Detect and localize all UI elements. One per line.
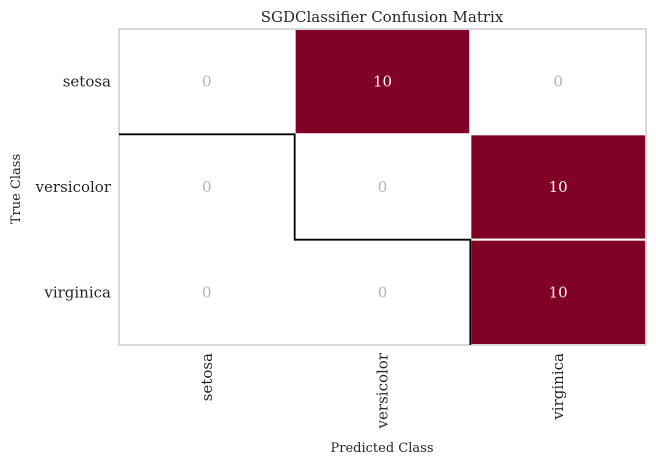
- matrix-cell: [469, 133, 648, 241]
- cell-value-label: 0: [553, 73, 563, 91]
- x-axis-label: Predicted Class: [331, 441, 434, 456]
- x-tick-label: versicolor: [374, 352, 392, 429]
- cell-value-label: 0: [202, 283, 212, 301]
- y-axis-label: True Class: [9, 154, 24, 224]
- cell-value-label: 0: [378, 283, 388, 301]
- matrix-cell: [293, 238, 472, 347]
- cell-value-label: 0: [202, 73, 212, 91]
- cell-value-label: 0: [378, 178, 388, 196]
- matrix-cell: [118, 133, 296, 241]
- diagonal-border: [119, 133, 472, 345]
- matrix-cell: [118, 28, 296, 136]
- chart-title: SGDClassifier Confusion Matrix: [261, 8, 504, 26]
- x-tick-label: setosa: [198, 353, 216, 401]
- x-tick-label: virginica: [549, 353, 567, 421]
- cell-value-label: 10: [549, 283, 568, 301]
- y-tick-label: virginica: [43, 283, 111, 301]
- y-tick-label: setosa: [63, 73, 111, 91]
- cell-value-label: 10: [549, 178, 568, 196]
- y-tick-label: versicolor: [35, 178, 112, 196]
- plot-area: 0 10 0 0 0 10 0 0 10 setosa versicolor virginica set…: [35, 28, 648, 429]
- plot-frame: [118, 28, 647, 346]
- cell-value-label: 0: [202, 178, 212, 196]
- matrix-cell: [293, 28, 472, 136]
- cell-value-label: 10: [373, 73, 392, 91]
